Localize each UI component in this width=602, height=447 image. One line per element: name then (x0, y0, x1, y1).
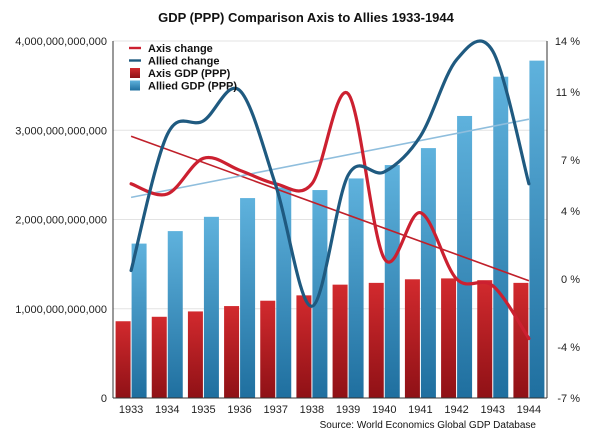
bar-axis-gdp-1939 (332, 284, 348, 398)
bar-axis-gdp-1937 (260, 300, 276, 398)
left-axis-tick-labels: 0 1,000,000,000,000 2,000,000,000,000 3,000… (15, 36, 107, 405)
right-tick-label: -4 % (557, 342, 580, 354)
bar-allied-gdp-1937 (276, 187, 292, 398)
legend-label: Axis change (148, 43, 213, 55)
bar-axis-gdp-1944 (513, 282, 529, 398)
x-tick-label: 1939 (336, 404, 360, 416)
right-tick-label: 7 % (561, 155, 580, 167)
right-tick-label: -7 % (557, 393, 580, 405)
legend-label: Allied change (148, 56, 220, 68)
chart-title: GDP (PPP) Comparison Axis to Allies 1933… (158, 10, 455, 25)
x-tick-label: 1936 (227, 404, 251, 416)
bar-allied-gdp-1940 (384, 165, 400, 398)
x-tick-label: 1944 (517, 404, 541, 416)
bar-axis-gdp-1940 (368, 282, 384, 398)
right-tick-label: 11 % (556, 87, 580, 99)
left-tick-label: 2,000,000,000,000 (15, 215, 107, 227)
bar-axis-gdp-1941 (404, 279, 420, 398)
bar-allied-gdp-1941 (420, 148, 436, 398)
legend-label: Axis GDP (PPP) (148, 68, 231, 80)
axes (112, 41, 548, 399)
right-tick-label: 4 % (561, 206, 580, 218)
left-tick-label: 1,000,000,000,000 (15, 304, 107, 316)
legend-swatch (130, 80, 140, 91)
bar-allied-gdp-1936 (240, 198, 256, 398)
x-tick-label: 1933 (119, 404, 143, 416)
line-allied-change (129, 39, 531, 308)
bar-axis-gdp-1933 (115, 321, 131, 398)
bar-axis-gdp-1934 (151, 316, 167, 398)
left-tick-label: 3,000,000,000,000 (15, 125, 107, 137)
bar-allied-gdp-1934 (167, 231, 183, 398)
source-note: Source: World Economics Global GDP Datab… (320, 420, 537, 431)
line-axis-change (129, 90, 531, 341)
x-axis-tick-labels: 1933 1934 1935 1936 1937 1938 1939 1940 1941 1942… (119, 404, 541, 416)
bar-axis-gdp-1942 (441, 278, 457, 398)
left-tick-label: 4,000,000,000,000 (15, 36, 107, 48)
bar-axis-gdp-1943 (477, 280, 493, 398)
x-tick-label: 1943 (481, 404, 505, 416)
x-tick-label: 1942 (444, 404, 468, 416)
bar-allied-gdp-1939 (348, 178, 364, 398)
x-tick-label: 1935 (191, 404, 215, 416)
bar-allied-gdp-1944 (529, 60, 545, 398)
change-lines (129, 39, 531, 341)
x-tick-label: 1941 (408, 404, 432, 416)
x-tick-label: 1938 (300, 404, 324, 416)
bar-axis-gdp-1938 (296, 295, 312, 398)
bar-allied-gdp-1943 (493, 76, 509, 398)
right-tick-label: 14 % (555, 36, 580, 48)
bar-allied-gdp-1933 (131, 243, 147, 398)
x-tick-label: 1934 (155, 404, 179, 416)
left-tick-label: 0 (101, 393, 107, 405)
bar-axis-gdp-1935 (187, 311, 203, 398)
bar-axis-gdp-1936 (224, 306, 240, 398)
legend-label: Allied GDP (PPP) (148, 81, 237, 93)
legend-swatch (130, 68, 140, 78)
x-tick-label: 1940 (372, 404, 396, 416)
right-tick-label: 0 % (561, 274, 580, 286)
trendline-allied-change (130, 118, 530, 199)
x-tick-label: 1937 (264, 404, 288, 416)
right-axis-tick-labels: -7 % -4 % 0 % 4 % 7 % 11 % 14 % (555, 36, 580, 405)
bar-allied-gdp-1935 (203, 216, 219, 398)
